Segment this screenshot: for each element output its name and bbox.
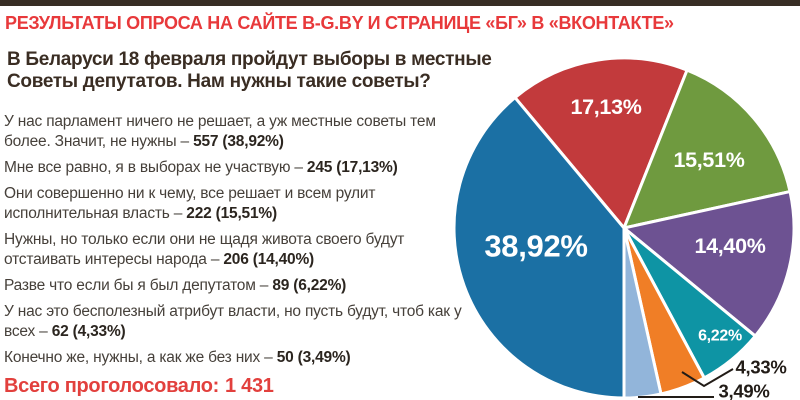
total-votes: Всего проголосовало: 1 431 <box>4 375 274 398</box>
answer-text: Конечно же, нужны, а как же без них – <box>4 349 277 366</box>
pie-percent-label-answer-6: 4,33% <box>736 357 787 378</box>
answer-value: 222 (15,51%) <box>186 205 277 222</box>
pie-slice-answer-4 <box>622 190 796 338</box>
answer-item-4: Нужны, но только если они не щадя живота… <box>4 230 462 270</box>
answer-text: У нас это бесполезный атрибут власти, но… <box>4 303 462 340</box>
answer-item-1: У нас парламент ничего не решает, а уж м… <box>4 112 462 152</box>
answer-value: 50 (3,49%) <box>276 349 351 366</box>
pie-percent-label-answer-2: 17,13% <box>570 95 641 119</box>
answer-item-3: Они совершенно ни к чему, все решает и в… <box>4 184 462 224</box>
pie-label-leader-answer-6 <box>681 368 734 388</box>
pie-percent-label-answer-5: 6,22% <box>698 328 742 345</box>
pie-percent-label-answer-4: 14,40% <box>694 234 765 258</box>
answer-item-5: Разве что если бы я был депутатом – 89 (… <box>4 276 462 296</box>
page-title: РЕЗУЛЬТАТЫ ОПРОСА НА САЙТЕ B-G.BY И СТРА… <box>5 13 674 33</box>
answer-item-7: Конечно же, нужны, а как же без них – 50… <box>4 348 462 368</box>
total-votes-label: Всего проголосовало: <box>4 375 220 397</box>
poll-question: В Беларуси 18 февраля пройдут выборы в м… <box>7 49 492 92</box>
answer-value: 245 (17,13%) <box>306 159 398 176</box>
pie-percent-label-answer-3: 15,51% <box>673 148 744 172</box>
pie-slice-answer-1 <box>452 96 626 400</box>
pie-percent-label-answer-7: 3,49% <box>719 381 770 400</box>
answer-item-6: У нас это бесполезный атрибут власти, но… <box>4 302 462 342</box>
answer-text: Нужны, но только если они не щадя живота… <box>4 231 405 268</box>
answer-value: 557 (38,92%) <box>193 133 284 150</box>
pie-slice-answer-2 <box>513 56 689 230</box>
total-votes-value: 1 431 <box>225 375 274 397</box>
answer-text: Разве что если бы я был депутатом – <box>4 277 273 294</box>
pie-percent-label-answer-1: 38,92% <box>484 229 587 264</box>
answer-text: Мне все равно, я в выборах не участвую – <box>4 159 307 176</box>
answer-text: Они совершенно ни к чему, все решает и в… <box>4 185 376 222</box>
answer-text: У нас парламент ничего не решает, а уж м… <box>4 113 436 150</box>
pie-slice-answer-3 <box>622 68 792 230</box>
answers-list: У нас парламент ничего не решает, а уж м… <box>4 112 462 374</box>
answer-value: 62 (4,33%) <box>51 323 126 340</box>
answer-value: 206 (14,40%) <box>223 251 315 268</box>
answer-item-2: Мне все равно, я в выборах не участвую –… <box>4 158 462 178</box>
top-accent-bar <box>0 0 800 6</box>
answer-value: 89 (6,22%) <box>272 277 347 294</box>
